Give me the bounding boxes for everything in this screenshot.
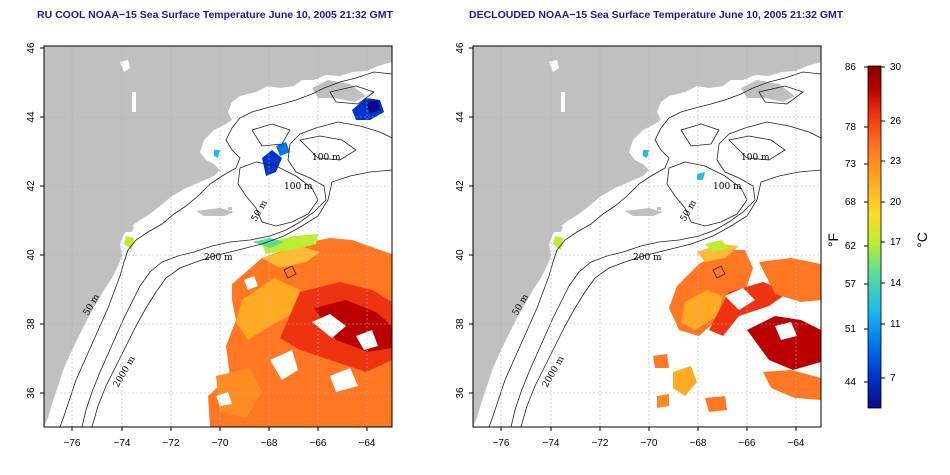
map-frame xyxy=(43,45,393,428)
fahrenheit-tick-label: 68 xyxy=(845,197,857,208)
celsius-tick-label: 30 xyxy=(890,62,902,73)
lon-tick-label: −64 xyxy=(359,438,376,449)
fahrenheit-tick-label: 44 xyxy=(845,377,857,388)
celsius-tick-label: 23 xyxy=(890,156,902,167)
fahrenheit-scale: 86 78 73 68 62 57 51 44 °F xyxy=(825,62,868,388)
lon-tick-label: −72 xyxy=(592,438,609,449)
island xyxy=(657,207,661,210)
bathymetry-contours-left xyxy=(59,71,392,427)
land-mass xyxy=(44,46,392,427)
lon-tick-label: −70 xyxy=(212,438,229,449)
sst-pixels-right xyxy=(553,150,821,412)
island xyxy=(625,208,663,216)
celsius-unit-label: °C xyxy=(914,232,930,248)
lake xyxy=(120,60,130,72)
lat-axis-right: 46 44 42 40 38 36 xyxy=(455,42,473,399)
panel-title-left: RU COOL NOAA−15 Sea Surface Temperature … xyxy=(37,9,393,21)
contour-label: 100 m xyxy=(284,182,313,192)
lon-tick-label: −64 xyxy=(788,438,805,449)
panel-title-right: DECLOUDED NOAA−15 Sea Surface Temperatur… xyxy=(469,9,844,21)
lon-tick-label: −68 xyxy=(690,438,707,449)
lon-axis-right: −76 −74 −72 −70 −68 −66 −64 xyxy=(493,427,805,449)
island xyxy=(741,80,795,102)
lat-tick-label: 42 xyxy=(455,180,466,192)
lon-tick-label: −74 xyxy=(114,438,131,449)
island xyxy=(120,226,134,232)
lon-tick-label: −70 xyxy=(641,438,658,449)
lat-tick-label: 36 xyxy=(26,387,37,399)
lon-tick-label: −74 xyxy=(543,438,560,449)
lake xyxy=(549,60,559,72)
fahrenheit-tick-label: 51 xyxy=(845,324,857,335)
lon-tick-label: −76 xyxy=(64,438,81,449)
contour-label: 100 m xyxy=(741,153,770,163)
celsius-tick-label: 20 xyxy=(890,197,902,208)
celsius-scale: 30 26 23 20 17 14 11 7 °C xyxy=(881,62,930,384)
lon-tick-label: −66 xyxy=(739,438,756,449)
grid-lines-left xyxy=(44,46,392,427)
contour-label: 100 m xyxy=(312,153,341,163)
lat-tick-label: 38 xyxy=(455,318,466,330)
lon-tick-label: −68 xyxy=(261,438,278,449)
map-panel-left: 100 m 100 m 50 m 200 m 50 m 2000 m −76 −… xyxy=(26,42,393,449)
contour-label: 200 m xyxy=(204,253,233,263)
lat-tick-label: 36 xyxy=(455,387,466,399)
lat-tick-label: 40 xyxy=(455,249,466,261)
fahrenheit-tick-label: 78 xyxy=(845,122,857,133)
celsius-tick-label: 17 xyxy=(890,237,902,248)
celsius-tick-label: 14 xyxy=(890,278,902,289)
colorbar: 86 78 73 68 62 57 51 44 °F 30 26 23 20 1… xyxy=(825,62,930,409)
lat-tick-label: 42 xyxy=(26,180,37,192)
lon-tick-label: −76 xyxy=(493,438,510,449)
land-mass xyxy=(473,46,821,427)
lon-axis-left: −76 −74 −72 −70 −68 −66 −64 xyxy=(64,427,376,449)
fahrenheit-unit-label: °F xyxy=(825,233,841,247)
fahrenheit-tick-label: 62 xyxy=(845,241,857,252)
map-frame xyxy=(472,45,822,428)
lat-tick-label: 46 xyxy=(455,42,466,54)
celsius-tick-label: 11 xyxy=(890,319,901,330)
lon-tick-label: −72 xyxy=(163,438,180,449)
lat-tick-label: 40 xyxy=(26,249,37,261)
sst-pixels-left xyxy=(124,98,392,427)
colorbar-scale xyxy=(867,65,882,409)
grid-lines-right xyxy=(473,46,821,427)
fahrenheit-tick-label: 86 xyxy=(845,62,857,73)
fahrenheit-tick-label: 73 xyxy=(845,159,857,170)
fahrenheit-tick-label: 57 xyxy=(845,279,857,290)
contour-label: 200 m xyxy=(633,253,662,263)
map-panel-right: 100 m 100 m 50 m 200 m 50 m 2000 m −76 −… xyxy=(455,42,822,449)
island xyxy=(196,208,234,216)
island xyxy=(312,80,366,102)
lat-axis-left: 46 44 42 40 38 36 xyxy=(26,42,44,399)
lon-tick-label: −66 xyxy=(310,438,327,449)
island xyxy=(549,226,563,232)
celsius-tick-label: 7 xyxy=(890,373,896,384)
lake xyxy=(561,92,565,112)
celsius-tick-label: 26 xyxy=(890,116,902,127)
lat-tick-label: 44 xyxy=(455,111,466,123)
bathymetry-contours-right xyxy=(488,71,821,427)
island xyxy=(228,207,232,210)
contour-label: 100 m xyxy=(713,182,742,192)
lat-tick-label: 44 xyxy=(26,111,37,123)
lake xyxy=(132,92,136,112)
lat-tick-label: 46 xyxy=(26,42,37,54)
lat-tick-label: 38 xyxy=(26,318,37,330)
